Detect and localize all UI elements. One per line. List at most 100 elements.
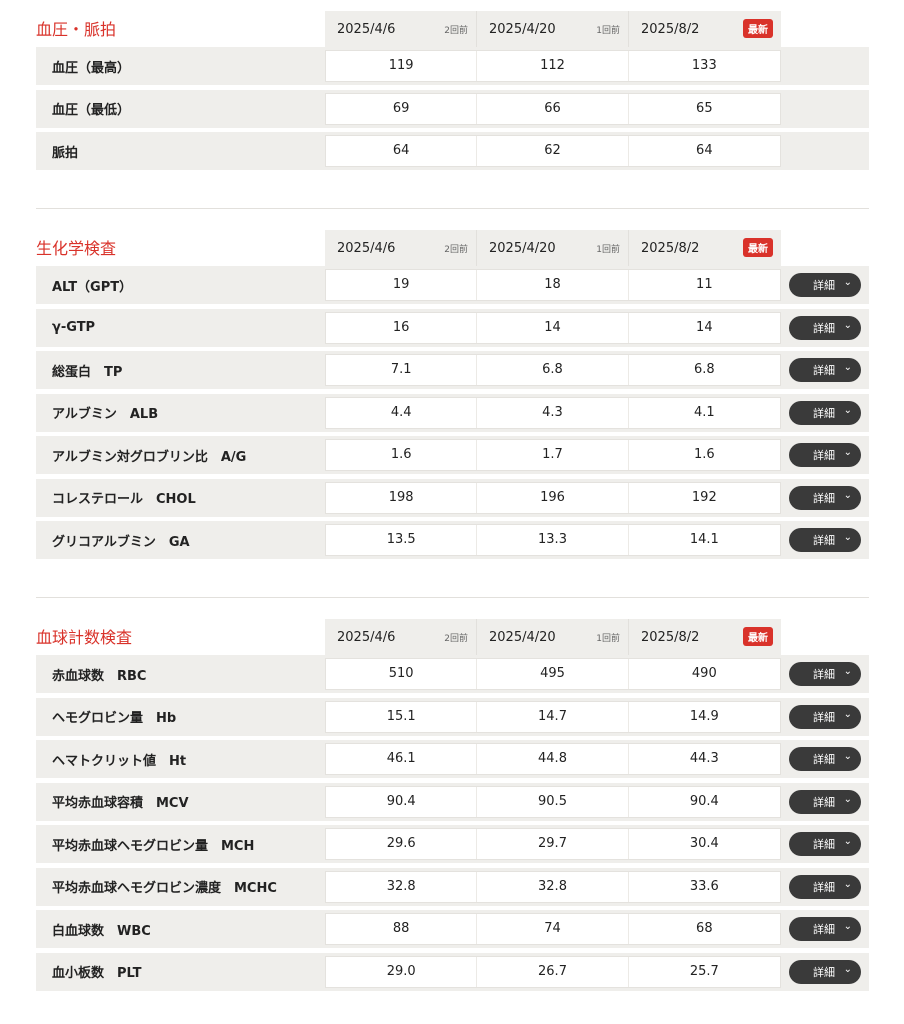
value-cell: 30.4 [689,836,719,851]
exam-date: 2025/4/20 [489,240,556,256]
value-cell: 32.8 [326,871,478,902]
value-cell: 18 [477,270,629,300]
value-cell: 15.1 [326,701,478,732]
value-cell: 32.8 [477,871,629,902]
row-label: 平均赤血球容積 MCV [52,796,189,811]
detail-button[interactable]: 詳細 ⌄ [789,917,861,941]
value-cells: 15.1 14.7 14.9 [325,700,781,733]
value-cell: 6.8 [693,362,715,377]
detail-label: 詳細 [813,406,835,420]
exam-date: 2025/4/6 [337,629,396,645]
section-divider [36,597,869,598]
table-row: γ-GTP 16 14 14 詳細 ⌄ [36,308,869,347]
detail-label: 詳細 [813,795,835,809]
section-divider [36,208,869,209]
detail-button[interactable]: 詳細 ⌄ [789,358,861,382]
chevron-down-icon: ⌄ [843,319,852,331]
value-cell: 14.7 [477,701,629,732]
row-label: コレステロール CHOL [52,492,196,507]
detail-button[interactable]: 詳細 ⌄ [789,528,861,552]
value-cell: 29.6 [326,829,478,859]
value-cells: 29.6 29.7 30.4 [325,828,781,860]
detail-label: 詳細 [813,838,835,851]
value-cell: 196 [477,482,629,513]
row-label: 血圧（最高） [52,60,131,76]
detail-button[interactable]: 詳細 ⌄ [789,874,861,899]
value-cell: 25.7 [689,963,719,979]
detail-button[interactable]: 詳細 ⌄ [789,959,861,984]
value-cell: 29.0 [326,956,478,987]
row-label: 血小板数 PLT [52,966,142,981]
value-cell: 495 [477,659,629,689]
value-cell: 74 [477,914,629,944]
detail-button[interactable]: 詳細 ⌄ [789,400,861,425]
detail-label: 詳細 [813,880,835,894]
value-cell: 198 [326,482,478,513]
row-label: γ-GTP [52,320,96,335]
value-cell: 44.3 [689,751,719,766]
table-row: ALT（GPT） 19 18 11 詳細 ⌄ [36,266,869,304]
exam-date: 2025/4/6 [337,240,396,256]
value-cell: 64 [326,136,478,166]
detail-label: 詳細 [813,710,835,724]
value-cell: 14 [696,319,713,335]
value-cell: 13.5 [326,525,478,555]
exam-date: 2025/8/2 [641,240,700,256]
chevron-down-icon: ⌄ [843,666,852,677]
value-cell: 65 [696,100,713,116]
chevron-down-icon: ⌄ [843,963,852,975]
row-label: 脈拍 [52,145,79,161]
value-cells: 16 14 14 [325,311,781,344]
date-header: 2025/4/6 2回前 2025/4/20 1回前 2025/8/2 最新 [325,619,781,655]
detail-button[interactable]: 詳細 ⌄ [789,443,861,467]
detail-button[interactable]: 詳細 ⌄ [789,747,861,771]
table-row: 白血球数 WBC 88 74 68 詳細 ⌄ [36,910,869,948]
latest-badge: 最新 [743,238,773,257]
value-cell: 510 [326,659,478,689]
row-label: 赤血球数 RBC [52,668,147,684]
value-cell: 4.4 [326,397,478,428]
detail-button[interactable]: 詳細 ⌄ [789,832,861,856]
value-cell: 46.1 [326,744,478,774]
detail-button[interactable]: 詳細 ⌄ [789,662,861,686]
detail-button[interactable]: 詳細 ⌄ [789,485,861,510]
chevron-down-icon: ⌄ [843,921,852,932]
chevron-down-icon: ⌄ [843,362,852,373]
value-cell: 88 [326,914,478,944]
value-cells: 64 62 64 [325,135,781,167]
date-column-header: 2025/4/6 2回前 [325,230,477,266]
table-row: ヘマトクリット値 Ht 46.1 44.8 44.3 詳細 ⌄ [36,740,869,778]
table-row: コレステロール CHOL 198 196 192 詳細 ⌄ [36,478,869,517]
value-cell: 6.8 [477,355,629,385]
value-cell: 119 [326,51,478,81]
detail-button[interactable]: 詳細 ⌄ [789,273,861,297]
table-row: 赤血球数 RBC 510 495 490 詳細 ⌄ [36,655,869,693]
value-cell: 16 [326,312,478,343]
detail-button[interactable]: 詳細 ⌄ [789,704,861,729]
chevron-down-icon: ⌄ [843,404,852,416]
result-rows: ALT（GPT） 19 18 11 詳細 ⌄ γ-GTP 16 14 14 詳細 ⌄ 総蛋白 TP 7.1… [36,266,869,564]
value-cell: 26.7 [477,956,629,987]
detail-label: 詳細 [813,965,835,979]
table-row: アルブミン ALB 4.4 4.3 4.1 詳細 ⌄ [36,393,869,432]
value-cell: 62 [477,136,629,166]
value-cell: 33.6 [689,878,719,894]
date-column-header: 2025/4/6 2回前 [325,11,477,47]
table-row: 平均赤血球ヘモグロビン量 MCH 29.6 29.7 30.4 詳細 ⌄ [36,825,869,863]
value-cell: 69 [326,93,478,124]
date-column-header: 2025/8/2 最新 [629,619,781,655]
exam-date: 2025/8/2 [641,21,700,37]
date-column-header: 2025/4/20 1回前 [477,619,629,655]
value-cell: 13.3 [477,525,629,555]
detail-label: 詳細 [813,923,835,936]
relative-label: 1回前 [596,634,620,644]
detail-label: 詳細 [813,364,835,377]
table-row: 総蛋白 TP 7.1 6.8 6.8 詳細 ⌄ [36,351,869,389]
value-cell: 66 [477,93,629,124]
row-label: アルブミン対グロブリン比 A/G [52,449,247,465]
relative-label: 1回前 [596,245,620,255]
value-cells: 13.5 13.3 14.1 [325,524,781,556]
detail-button[interactable]: 詳細 ⌄ [789,315,861,340]
value-cell: 4.3 [477,397,629,428]
detail-button[interactable]: 詳細 ⌄ [789,789,861,814]
